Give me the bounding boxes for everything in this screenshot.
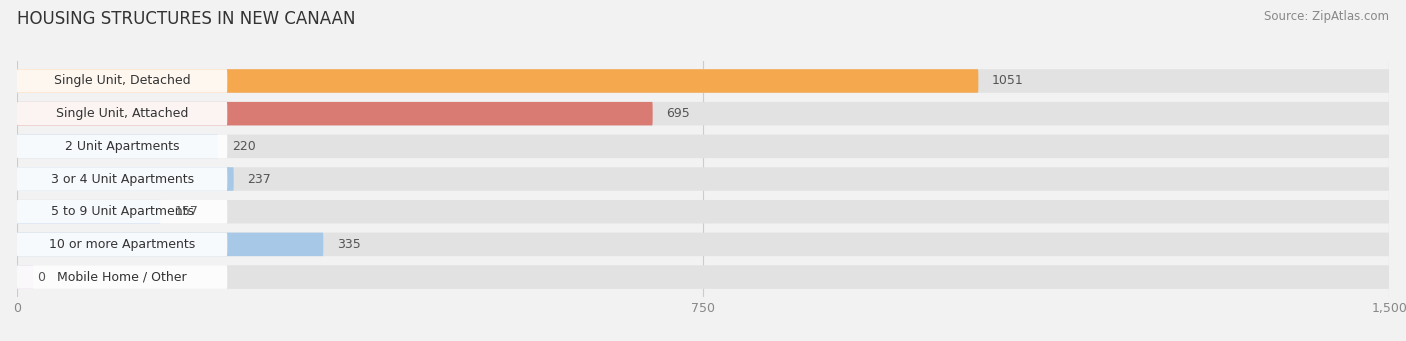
FancyBboxPatch shape <box>17 265 1389 289</box>
Text: 695: 695 <box>666 107 690 120</box>
Text: 1051: 1051 <box>993 74 1024 88</box>
Text: 10 or more Apartments: 10 or more Apartments <box>49 238 195 251</box>
FancyBboxPatch shape <box>17 200 160 223</box>
FancyBboxPatch shape <box>17 135 218 158</box>
Text: HOUSING STRUCTURES IN NEW CANAAN: HOUSING STRUCTURES IN NEW CANAAN <box>17 10 356 28</box>
Text: 157: 157 <box>174 205 198 218</box>
FancyBboxPatch shape <box>17 167 233 191</box>
Text: 5 to 9 Unit Apartments: 5 to 9 Unit Apartments <box>51 205 194 218</box>
Text: Source: ZipAtlas.com: Source: ZipAtlas.com <box>1264 10 1389 23</box>
Text: 0: 0 <box>37 270 45 284</box>
FancyBboxPatch shape <box>17 265 34 289</box>
Text: 220: 220 <box>232 140 256 153</box>
FancyBboxPatch shape <box>17 102 652 125</box>
FancyBboxPatch shape <box>17 69 979 93</box>
FancyBboxPatch shape <box>17 102 228 125</box>
Text: 335: 335 <box>337 238 361 251</box>
Text: Single Unit, Attached: Single Unit, Attached <box>56 107 188 120</box>
FancyBboxPatch shape <box>17 200 228 223</box>
FancyBboxPatch shape <box>17 102 1389 125</box>
FancyBboxPatch shape <box>17 167 1389 191</box>
FancyBboxPatch shape <box>17 233 323 256</box>
FancyBboxPatch shape <box>17 200 1389 223</box>
FancyBboxPatch shape <box>17 135 1389 158</box>
FancyBboxPatch shape <box>17 135 228 158</box>
Text: 3 or 4 Unit Apartments: 3 or 4 Unit Apartments <box>51 173 194 186</box>
FancyBboxPatch shape <box>17 233 228 256</box>
Text: Single Unit, Detached: Single Unit, Detached <box>53 74 190 88</box>
Text: 2 Unit Apartments: 2 Unit Apartments <box>65 140 180 153</box>
FancyBboxPatch shape <box>17 167 228 191</box>
Text: Mobile Home / Other: Mobile Home / Other <box>58 270 187 284</box>
FancyBboxPatch shape <box>17 69 1389 93</box>
Text: 237: 237 <box>247 173 271 186</box>
FancyBboxPatch shape <box>17 233 1389 256</box>
FancyBboxPatch shape <box>17 265 228 289</box>
FancyBboxPatch shape <box>17 69 228 93</box>
